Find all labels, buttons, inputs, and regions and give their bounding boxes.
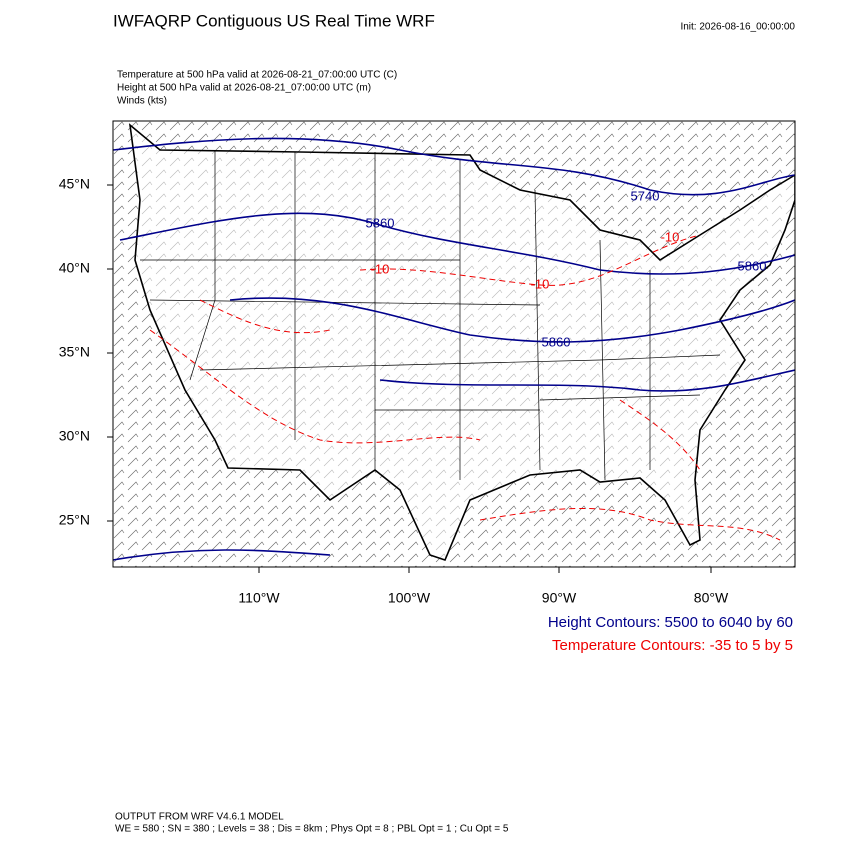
- legend-temperature: Temperature Contours: -35 to 5 by 5: [552, 637, 793, 654]
- contour-label: -10: [661, 229, 680, 244]
- lat-label: 45°N: [59, 176, 90, 192]
- legend-height: Height Contours: 5500 to 6040 by 60: [548, 614, 793, 631]
- contour-label: -10: [371, 261, 390, 276]
- ticks: [107, 184, 712, 573]
- state-borders: [140, 150, 721, 481]
- title: IWFAQRP Contiguous US Real Time WRF: [113, 11, 435, 30]
- lon-label: 90°W: [542, 590, 577, 606]
- contour-label: -10: [531, 276, 550, 291]
- map: 5740 5860 5860 5860 -10 -10 -10: [113, 121, 795, 567]
- contour-label: 5740: [631, 188, 660, 203]
- field-label: Temperature at 500 hPa valid at 2026-08-…: [117, 70, 397, 81]
- contour-label: 5860: [366, 215, 395, 230]
- map-frame: [112, 120, 796, 568]
- height-contours: [113, 137, 795, 561]
- contour-label: 5860: [738, 258, 767, 273]
- contour-label: 5860: [542, 334, 571, 349]
- lon-label: 80°W: [694, 590, 729, 606]
- lat-label: 25°N: [59, 512, 90, 528]
- field-label: Height at 500 hPa valid at 2026-08-21_07…: [117, 83, 371, 94]
- footer-line: OUTPUT FROM WRF V4.6.1 MODEL: [115, 812, 284, 823]
- lon-label: 110°W: [238, 590, 280, 606]
- lon-label: 100°W: [388, 590, 431, 606]
- lat-label: 30°N: [59, 428, 90, 444]
- footer-line: WE = 580 ; SN = 380 ; Levels = 38 ; Dis …: [115, 824, 509, 835]
- field-label: Winds (kts): [117, 96, 167, 107]
- lat-label: 35°N: [59, 344, 90, 360]
- us-outline: [128, 123, 795, 561]
- lat-label: 40°N: [59, 260, 90, 276]
- temperature-contours: [149, 234, 781, 541]
- init-time: Init: 2026-08-16_00:00:00: [680, 22, 795, 33]
